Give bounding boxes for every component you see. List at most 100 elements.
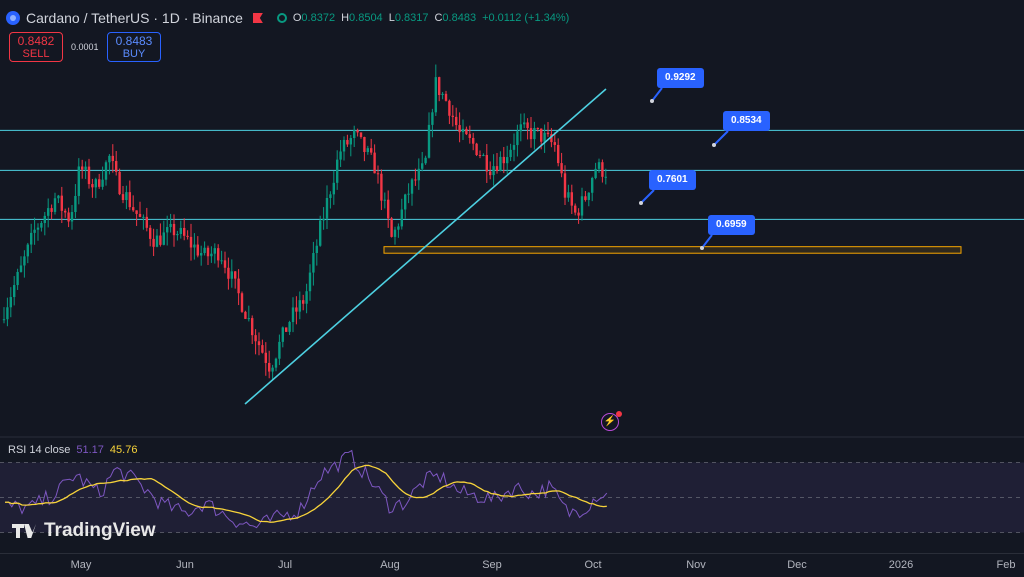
candle-body xyxy=(495,166,499,171)
candle-body xyxy=(200,253,203,256)
x-tick-label: Oct xyxy=(584,559,602,571)
candle-body xyxy=(155,235,159,247)
candle-body xyxy=(366,148,369,152)
candle-body xyxy=(230,271,233,279)
buy-button[interactable]: 0.8483 BUY xyxy=(107,32,161,62)
brand-name: TradingView xyxy=(44,520,156,541)
candle-body xyxy=(220,260,223,262)
candle-body xyxy=(128,192,131,208)
x-tick-label: Dec xyxy=(787,559,807,571)
candle-body xyxy=(407,193,410,195)
candle-body xyxy=(271,367,274,372)
x-tick-label: Jun xyxy=(176,559,194,571)
rsi-ma-value: 45.76 xyxy=(109,444,138,456)
candle-body xyxy=(257,341,261,346)
level-label-2[interactable]: 0.8534 xyxy=(723,111,770,131)
candle-body xyxy=(370,148,373,153)
candle-body xyxy=(223,260,227,268)
candle-body xyxy=(587,192,590,200)
candle-body xyxy=(64,210,67,213)
candle-body xyxy=(210,253,213,257)
candle-body xyxy=(145,216,148,228)
candle-body xyxy=(543,132,546,142)
candle-body xyxy=(482,155,485,157)
candle-body xyxy=(577,212,580,216)
level-label-1[interactable]: 0.9292 xyxy=(657,68,704,88)
candle-body xyxy=(574,205,577,213)
candle-body xyxy=(478,154,482,156)
sell-price: 0.8482 xyxy=(17,34,55,48)
replay-icon[interactable]: ⚡ xyxy=(601,411,622,431)
candle-body xyxy=(492,166,495,176)
candle-body xyxy=(101,179,104,187)
rsi-name: RSI 14 close xyxy=(8,444,71,456)
tradingview-logo[interactable]: TradingView xyxy=(12,520,156,542)
sell-label: SELL xyxy=(22,48,50,60)
candle-body xyxy=(264,352,267,363)
candle-body xyxy=(189,236,193,248)
candle-body xyxy=(91,184,94,188)
x-tick-label: Nov xyxy=(686,559,706,571)
candle-body xyxy=(142,216,145,218)
label-pointer xyxy=(640,189,655,204)
candle-body xyxy=(9,297,12,308)
label-pointer xyxy=(701,234,713,249)
candle-body xyxy=(118,171,121,195)
candle-body xyxy=(186,235,189,237)
candle-body xyxy=(302,300,305,304)
candle-body xyxy=(278,341,281,359)
flag-icon[interactable] xyxy=(252,13,263,23)
candle-body xyxy=(570,192,573,206)
candle-body xyxy=(431,112,434,125)
candle-body xyxy=(448,100,451,116)
candle-body xyxy=(332,182,335,195)
candle-body xyxy=(397,226,400,230)
candle-body xyxy=(203,247,206,254)
tradingview-logo-icon xyxy=(12,524,38,538)
label-pointer xyxy=(713,130,729,146)
candle-body xyxy=(247,318,250,320)
candle-body xyxy=(342,139,346,152)
candle-body xyxy=(404,194,407,210)
level-label-4[interactable]: 0.6959 xyxy=(708,215,755,235)
candle-body xyxy=(523,122,526,125)
rsi-line xyxy=(4,449,608,529)
rsi-ma-line xyxy=(4,464,607,523)
candle-body xyxy=(383,199,386,201)
candle-body xyxy=(305,291,308,304)
rsi-value: 51.17 xyxy=(76,444,104,456)
candle-body xyxy=(393,229,397,237)
symbol-title[interactable]: Cardano / TetherUS · 1D · Binance xyxy=(26,10,243,26)
label-anchor-dot xyxy=(650,99,654,103)
candle-body xyxy=(26,244,29,257)
candle-body xyxy=(506,157,509,164)
candle-body xyxy=(550,134,553,143)
candle-body xyxy=(138,213,142,217)
candle-body xyxy=(308,272,312,292)
level-label-3[interactable]: 0.7601 xyxy=(649,170,696,190)
candle-body xyxy=(254,335,257,342)
sell-button[interactable]: 0.8482 SELL xyxy=(9,32,63,62)
candle-body xyxy=(261,345,264,353)
candle-body xyxy=(557,144,560,164)
candle-body xyxy=(30,232,33,245)
candle-body xyxy=(98,179,101,187)
candle-body xyxy=(509,149,512,158)
candle-body xyxy=(240,293,244,312)
candle-body xyxy=(193,244,196,248)
candle-body xyxy=(526,122,529,129)
candle-body xyxy=(489,171,492,176)
candle-body xyxy=(475,143,478,155)
candle-body xyxy=(472,137,475,144)
candle-body xyxy=(162,232,165,245)
candle-body xyxy=(19,265,23,272)
rsi-legend[interactable]: RSI 14 close 51.17 45.76 xyxy=(8,444,137,456)
x-tick-label: 2026 xyxy=(888,559,914,571)
candle-body xyxy=(36,227,40,230)
x-tick-label: May xyxy=(70,559,92,571)
candle-body xyxy=(244,311,247,319)
candle-body xyxy=(169,223,172,228)
candle-body xyxy=(584,196,587,200)
time-axis[interactable]: May Jun Jul Aug Sep Oct Nov Dec 2026 Feb xyxy=(0,553,1024,577)
